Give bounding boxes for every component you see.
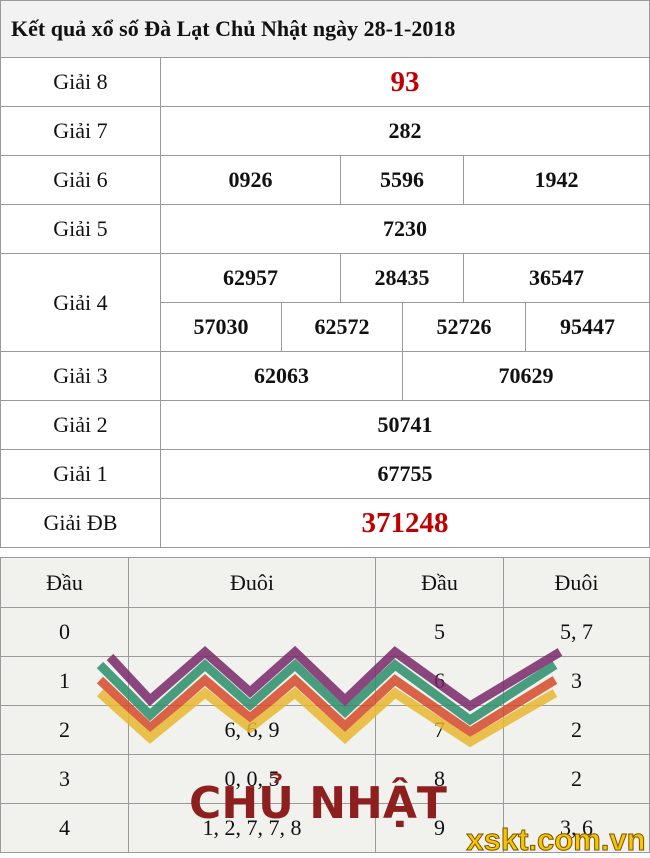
loto-cell: 7 <box>375 705 504 755</box>
prize-label: Giải 7 <box>0 106 161 156</box>
prize-number: 7230 <box>160 204 650 254</box>
prize-label: Giải 3 <box>0 351 161 401</box>
prize-number: 93 <box>160 57 650 107</box>
loto-cell: 5 <box>375 607 504 657</box>
loto-cell: 5, 7 <box>503 607 650 657</box>
loto-cell: 4 <box>0 803 129 853</box>
prize-number: 371248 <box>160 498 650 548</box>
title: Kết quả xổ số Đà Lạt Chủ Nhật ngày 28-1-… <box>0 0 650 58</box>
prize-number: 52726 <box>402 302 526 352</box>
prize-label: Giải ĐB <box>0 498 161 548</box>
prize-number: 70629 <box>402 351 650 401</box>
loto-cell: 6 <box>375 656 504 706</box>
prize-number: 5596 <box>340 155 464 205</box>
loto-header: Đầu <box>375 557 504 608</box>
prize-number: 67755 <box>160 449 650 499</box>
prize-label: Giải 5 <box>0 204 161 254</box>
loto-cell: 9 <box>375 803 504 853</box>
loto-cell: 8 <box>375 754 504 804</box>
prize-number: 95447 <box>525 302 650 352</box>
prize-number: 62063 <box>160 351 403 401</box>
prize-number: 28435 <box>340 253 464 303</box>
loto-cell: 2 <box>503 705 650 755</box>
prize-label: Giải 8 <box>0 57 161 107</box>
loto-header: Đuôi <box>503 557 650 608</box>
prize-number: 282 <box>160 106 650 156</box>
loto-cell: 3 <box>503 656 650 706</box>
loto-header: Đuôi <box>128 557 376 608</box>
loto-cell: 1 <box>0 656 129 706</box>
prize-label: Giải 2 <box>0 400 161 450</box>
prize-number: 50741 <box>160 400 650 450</box>
loto-cell: 3, 6 <box>503 803 650 853</box>
prize-number: 62572 <box>281 302 403 352</box>
prize-number: 36547 <box>463 253 650 303</box>
prize-number: 62957 <box>160 253 341 303</box>
loto-cell: 2 <box>503 754 650 804</box>
loto-cell <box>128 607 376 657</box>
prize-label: Giải 4 <box>0 253 161 352</box>
prize-label: Giải 1 <box>0 449 161 499</box>
loto-cell <box>128 656 376 706</box>
prize-label: Giải 6 <box>0 155 161 205</box>
loto-cell: 2 <box>0 705 129 755</box>
prize-number: 57030 <box>160 302 282 352</box>
loto-header: Đầu <box>0 557 129 608</box>
prize-number: 1942 <box>463 155 650 205</box>
prize-number: 0926 <box>160 155 341 205</box>
loto-cell: 3 <box>0 754 129 804</box>
loto-cell: 0, 0, 5 <box>128 754 376 804</box>
loto-cell: 6, 6, 9 <box>128 705 376 755</box>
loto-cell: 0 <box>0 607 129 657</box>
loto-cell: 1, 2, 7, 7, 8 <box>128 803 376 853</box>
